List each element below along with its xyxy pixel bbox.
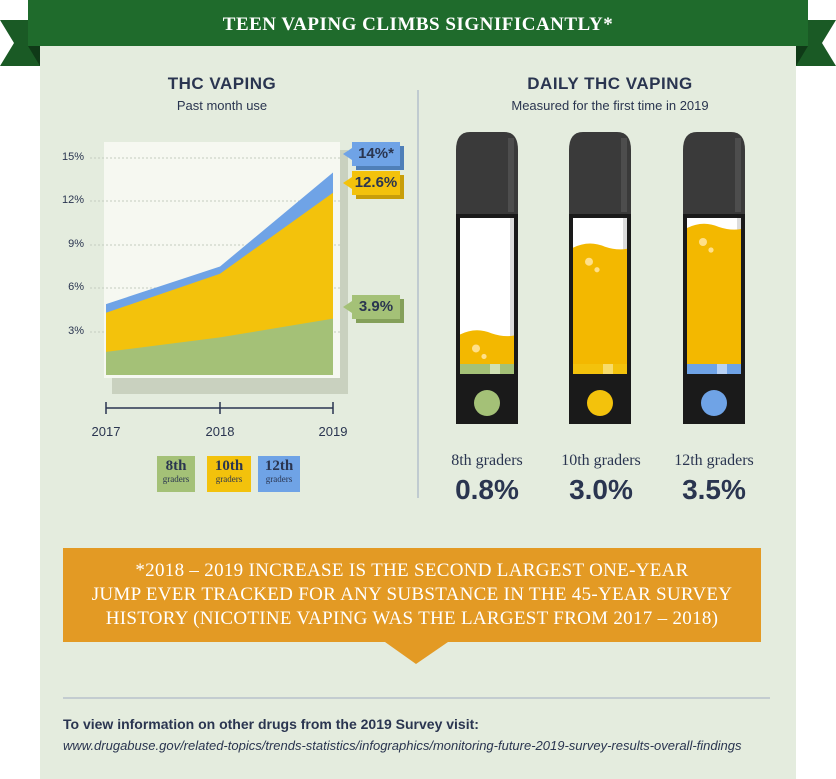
footnote-line-1: *2018 – 2019 INCREASE IS THE SECOND LARG… (135, 560, 689, 581)
x-axis-ticks (105, 402, 334, 414)
pen-cap (683, 132, 745, 214)
legend-sub: graders (265, 474, 293, 484)
legend-grade: 8th (165, 458, 187, 474)
footnote-line-2: JUMP EVER TRACKED FOR ANY SUBSTANCE IN T… (91, 584, 733, 605)
end-label-tags (343, 142, 404, 323)
pen-value-12th: 3.5% (682, 474, 746, 505)
y-tick-label: 12% (61, 194, 84, 206)
right-panel-subtitle: Measured for the first time in 2019 (511, 98, 709, 113)
title-ribbon (28, 0, 808, 46)
pen-value-10th: 3.0% (569, 474, 633, 505)
legend-12th: 12th graders (258, 456, 300, 492)
pen-color-band (460, 364, 514, 374)
y-tick-label: 15% (61, 151, 84, 163)
footer-lead: To view information on other drugs from … (63, 716, 479, 732)
pen-cap-highlight (508, 138, 514, 212)
y-tick-label: 3% (68, 325, 84, 337)
pen-band-shine (717, 364, 727, 374)
pen-bubble (472, 344, 480, 353)
pen-value-8th: 0.8% (455, 474, 519, 505)
vape-pens (456, 132, 745, 424)
label-12th-2019: 14%* (358, 145, 394, 162)
pen-button (701, 390, 727, 416)
footnote-banner (63, 548, 761, 642)
pen-bubble (585, 257, 593, 266)
pen-band-shine (490, 364, 500, 374)
pen-color-band (687, 364, 741, 374)
chart-series-areas (106, 172, 333, 375)
pen-cap-highlight (735, 138, 741, 212)
pen-bubble (594, 267, 600, 273)
pen-band-shine (603, 364, 613, 374)
footer-url[interactable]: www.drugabuse.gov/related-topics/trends-… (63, 738, 742, 753)
pen-label-8th: 8th graders (451, 452, 523, 469)
pen-cap (456, 132, 518, 214)
y-tick-label: 6% (68, 281, 84, 293)
x-tick-label: 2017 (91, 424, 121, 439)
pen-cap (569, 132, 631, 214)
banner-pointer (385, 642, 448, 664)
footnote-line-3: HISTORY (NICOTINE VAPING WAS THE LARGEST… (105, 608, 719, 629)
pen-bubble (699, 238, 707, 246)
legend-grade: 10th (214, 458, 244, 474)
pen-label-10th: 10th graders (561, 452, 641, 469)
pen-label-12th: 12th graders (674, 452, 754, 469)
pen-button (474, 390, 500, 416)
left-panel-title: THC VAPING (167, 74, 277, 93)
left-panel-subtitle: Past month use (176, 98, 268, 113)
label-10th-2019: 12.6% (354, 174, 398, 191)
pen-button (587, 390, 613, 416)
footnote-text: *2018 – 2019 INCREASE IS THE SECOND LARG… (63, 548, 761, 642)
pen-cap-highlight (621, 138, 627, 212)
legend-8th: 8th graders (157, 456, 195, 492)
pen-liquid (687, 223, 741, 364)
label-8th-2019: 3.9% (358, 298, 394, 315)
pen-liquid (573, 243, 627, 364)
legend-sub: graders (162, 474, 190, 484)
legend-grade: 12th (264, 458, 294, 474)
legend-swatches (157, 456, 300, 492)
legend-10th: 10th graders (207, 456, 251, 492)
pen-color-band (573, 364, 627, 374)
page-title: TEEN VAPING CLIMBS SIGNIFICANTLY* (222, 13, 614, 35)
x-tick-label: 2019 (318, 424, 348, 439)
area-series-8th (106, 318, 333, 375)
pen-bubble (708, 247, 714, 253)
pen-bubble (481, 353, 487, 360)
pen-window-shine (510, 218, 514, 364)
legend-sub: graders (215, 474, 243, 484)
y-tick-label: 9% (68, 238, 84, 250)
pen-liquid (460, 330, 514, 364)
right-panel-title: DAILY THC VAPING (527, 74, 693, 93)
x-tick-label: 2018 (205, 424, 235, 439)
